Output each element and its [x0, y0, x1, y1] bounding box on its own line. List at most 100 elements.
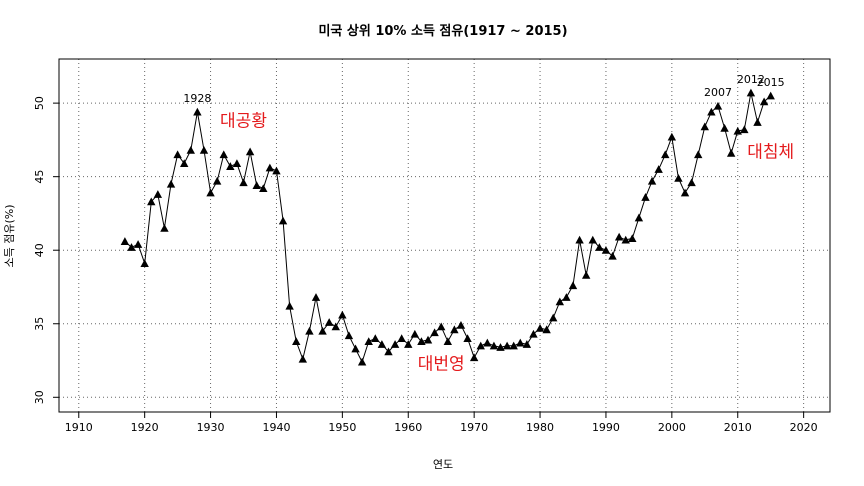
data-point	[549, 313, 558, 322]
data-point	[245, 147, 255, 156]
axes: 1910 1920 1930 1940 1950 1960 1970 1980 1990 2000…	[33, 96, 818, 434]
x-tick-label: 1970	[460, 421, 488, 434]
data-point	[153, 190, 163, 198]
data-point	[324, 318, 334, 326]
data-point	[239, 178, 248, 187]
x-tick-label: 1910	[65, 421, 93, 434]
data-point	[509, 341, 518, 350]
data-point	[680, 188, 690, 197]
data-point	[127, 243, 136, 251]
data-point	[476, 341, 485, 350]
data-point	[700, 122, 709, 131]
data-point	[364, 337, 373, 345]
data-point	[667, 132, 677, 141]
data-point	[707, 107, 716, 116]
data-point	[575, 235, 584, 244]
data-point	[232, 159, 242, 167]
plot-frame	[58, 58, 831, 413]
data-point	[654, 165, 663, 173]
y-axis-label: 소득 점유(%)	[3, 204, 16, 267]
data-point	[160, 223, 169, 232]
point-label: 2015	[757, 76, 785, 89]
data-point	[608, 251, 617, 260]
data-point	[694, 150, 703, 159]
data-point	[305, 326, 314, 335]
data-point	[489, 341, 499, 350]
data-point	[529, 329, 538, 338]
chart-title: 미국 상위 10% 소득 점유(1917 ~ 2015)	[318, 23, 567, 39]
data-point	[634, 213, 644, 222]
data-point	[417, 337, 426, 345]
data-point	[272, 166, 281, 175]
y-tick-label: 50	[33, 96, 46, 110]
data-point	[404, 340, 413, 348]
data-point	[759, 97, 769, 106]
series-line	[124, 92, 772, 364]
data-point	[120, 237, 130, 245]
data-point	[522, 340, 532, 348]
data-point	[133, 240, 143, 248]
x-tick-label: 1990	[592, 421, 620, 434]
data-point	[437, 322, 446, 331]
data-point	[147, 197, 156, 206]
data-point	[581, 271, 591, 279]
y-tick-label: 45	[33, 170, 46, 184]
x-tick-label: 1960	[394, 421, 422, 434]
x-tick-label: 1930	[197, 421, 225, 434]
x-tick-label: 2000	[658, 421, 686, 434]
x-tick-label: 2010	[724, 421, 752, 434]
data-point	[311, 293, 321, 301]
data-point	[516, 338, 525, 347]
y-tick-label: 40	[33, 243, 46, 257]
point-label: 1928	[183, 92, 211, 105]
data-point	[674, 173, 683, 182]
data-point	[555, 297, 565, 306]
x-tick-label: 1950	[328, 421, 356, 434]
data-point	[351, 344, 360, 353]
data-point	[713, 101, 723, 110]
data-point	[443, 337, 452, 345]
data-point	[318, 326, 327, 335]
data-point	[186, 145, 195, 154]
data-point	[766, 91, 775, 100]
series	[120, 88, 775, 366]
data-point	[371, 334, 380, 343]
data-point	[344, 331, 354, 340]
data-point	[265, 163, 275, 172]
data-point	[562, 293, 571, 301]
data-point	[226, 162, 235, 170]
data-point	[502, 341, 512, 350]
data-point	[733, 126, 742, 135]
data-point	[588, 235, 597, 244]
x-axis-label: 연도	[433, 458, 453, 471]
x-tick-label: 1920	[131, 421, 159, 434]
data-point	[292, 337, 301, 345]
data-point	[390, 340, 400, 348]
data-point	[252, 181, 261, 190]
x-tick-label: 2020	[790, 421, 818, 434]
y-tick-label: 35	[33, 317, 46, 331]
data-point	[496, 343, 505, 351]
data-point	[410, 329, 420, 338]
data-point	[456, 321, 466, 329]
data-point	[423, 335, 433, 344]
data-point	[469, 353, 479, 362]
data-point	[614, 232, 624, 241]
data-point	[542, 325, 551, 334]
data-point	[193, 107, 202, 116]
data-point	[430, 328, 439, 337]
annotation-label: 대번영	[418, 354, 465, 374]
data-point	[726, 148, 736, 157]
data-point	[278, 216, 288, 225]
x-tick-label: 1940	[262, 421, 290, 434]
data-point	[661, 150, 670, 159]
data-point	[647, 176, 657, 185]
data-point	[259, 184, 268, 193]
data-point	[720, 123, 729, 132]
data-point	[298, 354, 308, 363]
data-point	[219, 150, 228, 159]
data-point	[450, 325, 459, 334]
data-point	[535, 323, 545, 332]
